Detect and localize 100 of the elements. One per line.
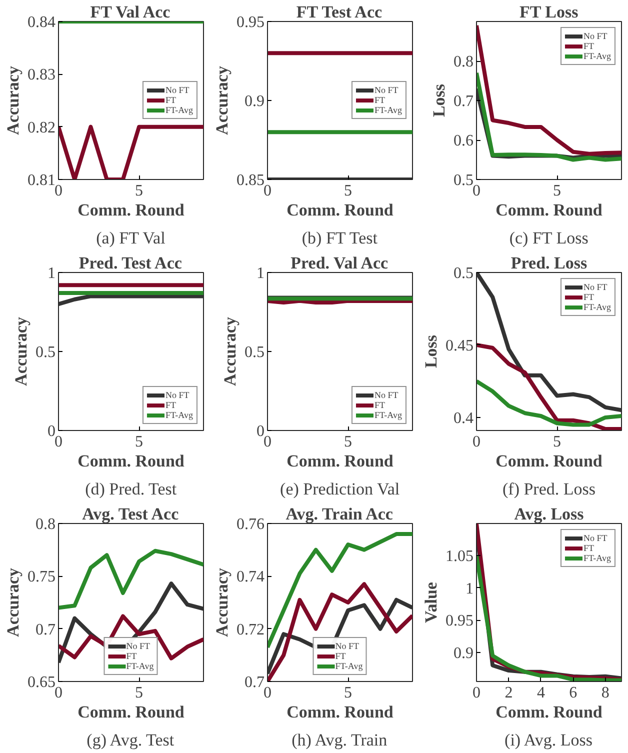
y-tick-label: 1 — [466, 580, 474, 598]
y-tick-label: 1 — [48, 265, 56, 282]
legend-label: FT — [335, 651, 347, 661]
y-tick-label: 0.84 — [28, 14, 56, 31]
x-tick-label: 5 — [553, 182, 562, 200]
y-tick-label: 0.4 — [454, 410, 474, 427]
y-tick-label: 0.7 — [36, 621, 56, 638]
legend-label: FT — [165, 400, 177, 410]
x-tick-label: 5 — [135, 182, 144, 200]
text: (g) Avg. Test — [86, 730, 174, 750]
x-tick-label: 5 — [344, 684, 352, 702]
x-tick-label: 2 — [504, 684, 513, 702]
x-tick-label: 5 — [135, 684, 144, 702]
y-tick-label: 0.5 — [36, 344, 56, 361]
legend-label: FT-Avg — [374, 410, 402, 420]
y-tick-label: 0.6 — [454, 132, 474, 150]
x-axis-title: Comm. Round — [286, 200, 394, 220]
x-axis-title: Comm. Round — [78, 452, 185, 470]
legend-label: FT-Avg — [583, 302, 611, 312]
y-tick-label: 0.8 — [454, 54, 474, 70]
y-tick-label: 0.95 — [446, 612, 474, 630]
chart-title: Pred. Val Acc — [290, 254, 389, 272]
y-tick-label: 0.45 — [446, 337, 474, 354]
x-tick-label: 5 — [344, 434, 352, 450]
legend-label: FT — [126, 651, 138, 661]
y-tick-label: 0.75 — [28, 568, 56, 586]
text: (a) FT Val — [96, 228, 166, 248]
text: (c) FT Loss — [509, 228, 588, 248]
y-tick-label: 0.5 — [244, 344, 264, 361]
legend-label: No FT — [335, 641, 360, 651]
y-tick-label: 0.83 — [28, 66, 56, 84]
y-tick-label: 0.5 — [454, 265, 474, 282]
x-tick-label: 5 — [553, 434, 562, 450]
legend-label: FT — [583, 543, 595, 553]
legend-label: No FT — [374, 390, 398, 400]
y-tick-label: 0.7 — [454, 93, 474, 110]
y-tick-label: 0.81 — [28, 172, 56, 189]
legend-label: FT — [374, 95, 386, 105]
legend-label: No FT — [126, 641, 150, 651]
x-tick-label: 4 — [536, 684, 545, 702]
y-tick-label: 0.76 — [236, 516, 264, 533]
x-axis-title: Comm. Round — [496, 702, 603, 722]
y-tick-label: 0 — [48, 423, 56, 440]
y-tick-label: 1 — [256, 265, 264, 282]
y-axis-title: Accuracy — [212, 568, 232, 637]
legend-label: FT-Avg — [374, 105, 402, 115]
chart-title: Avg. Loss — [514, 504, 584, 524]
legend-label: FT — [374, 400, 386, 410]
y-axis-title: Value — [422, 582, 440, 623]
x-tick-label: 6 — [569, 684, 578, 702]
y-tick-label: 0.65 — [28, 674, 56, 691]
x-tick-label: 5 — [344, 182, 352, 200]
chart-title: Avg. Train Acc — [286, 504, 394, 524]
text: (b) FT Test — [302, 228, 378, 248]
y-tick-label: 1.05 — [446, 548, 474, 566]
chart-title: Pred. Loss — [510, 254, 588, 272]
chart-title: Pred. Test Acc — [78, 254, 182, 272]
x-axis-title: Comm. Round — [496, 200, 603, 220]
x-axis-title: Comm. Round — [286, 452, 394, 470]
y-axis-title: Accuracy — [12, 316, 30, 386]
legend-label: No FT — [374, 85, 398, 95]
text: (h) Avg. Train — [292, 730, 388, 750]
x-tick-label: 5 — [135, 434, 144, 450]
y-axis-title: Accuracy — [4, 66, 22, 135]
y-axis-title: Loss — [430, 84, 448, 118]
chart-title: FT Test Acc — [296, 2, 382, 22]
chart-title: FT Val Acc — [90, 2, 171, 22]
legend-label: No FT — [165, 85, 190, 95]
x-axis-title: Comm. Round — [286, 702, 394, 722]
x-axis-title: Comm. Round — [78, 702, 185, 722]
legend-label: No FT — [165, 390, 190, 400]
y-axis-title: Accuracy — [4, 568, 22, 637]
legend-label: FT-Avg — [583, 553, 611, 563]
y-axis-title: Accuracy — [212, 66, 232, 135]
y-tick-label: 0.9 — [454, 644, 474, 662]
x-axis-title: Comm. Round — [496, 452, 603, 470]
chart-title: Avg. Test Acc — [82, 504, 180, 524]
y-axis-title: Accuracy — [220, 316, 240, 386]
legend-label: FT — [165, 95, 177, 105]
y-tick-label: 0.7 — [244, 674, 264, 691]
y-tick-label: 0.5 — [454, 172, 474, 189]
y-tick-label: 0.8 — [36, 516, 56, 533]
x-axis-title: Comm. Round — [78, 200, 185, 220]
y-tick-label: 0.74 — [236, 568, 264, 586]
text: (d) Pred. Test — [85, 480, 177, 498]
text: (e) Prediction Val — [280, 480, 400, 498]
text: (i) Avg. Loss — [504, 730, 593, 750]
legend-label: No FT — [583, 31, 608, 41]
legend-label: FT-Avg — [165, 105, 193, 115]
y-axis-title: Loss — [422, 334, 440, 368]
y-tick-label: 0.72 — [236, 621, 264, 638]
y-tick-label: 0.95 — [236, 14, 264, 31]
x-tick-label: 8 — [601, 684, 610, 702]
text: (f) Pred. Loss — [502, 480, 596, 498]
y-tick-label: 0.85 — [236, 172, 264, 189]
legend-label: FT-Avg — [335, 661, 363, 671]
legend-label: FT-Avg — [583, 51, 611, 61]
legend-label: FT — [583, 292, 595, 302]
chart-title: FT Loss — [519, 2, 579, 22]
legend-label: No FT — [583, 282, 608, 292]
